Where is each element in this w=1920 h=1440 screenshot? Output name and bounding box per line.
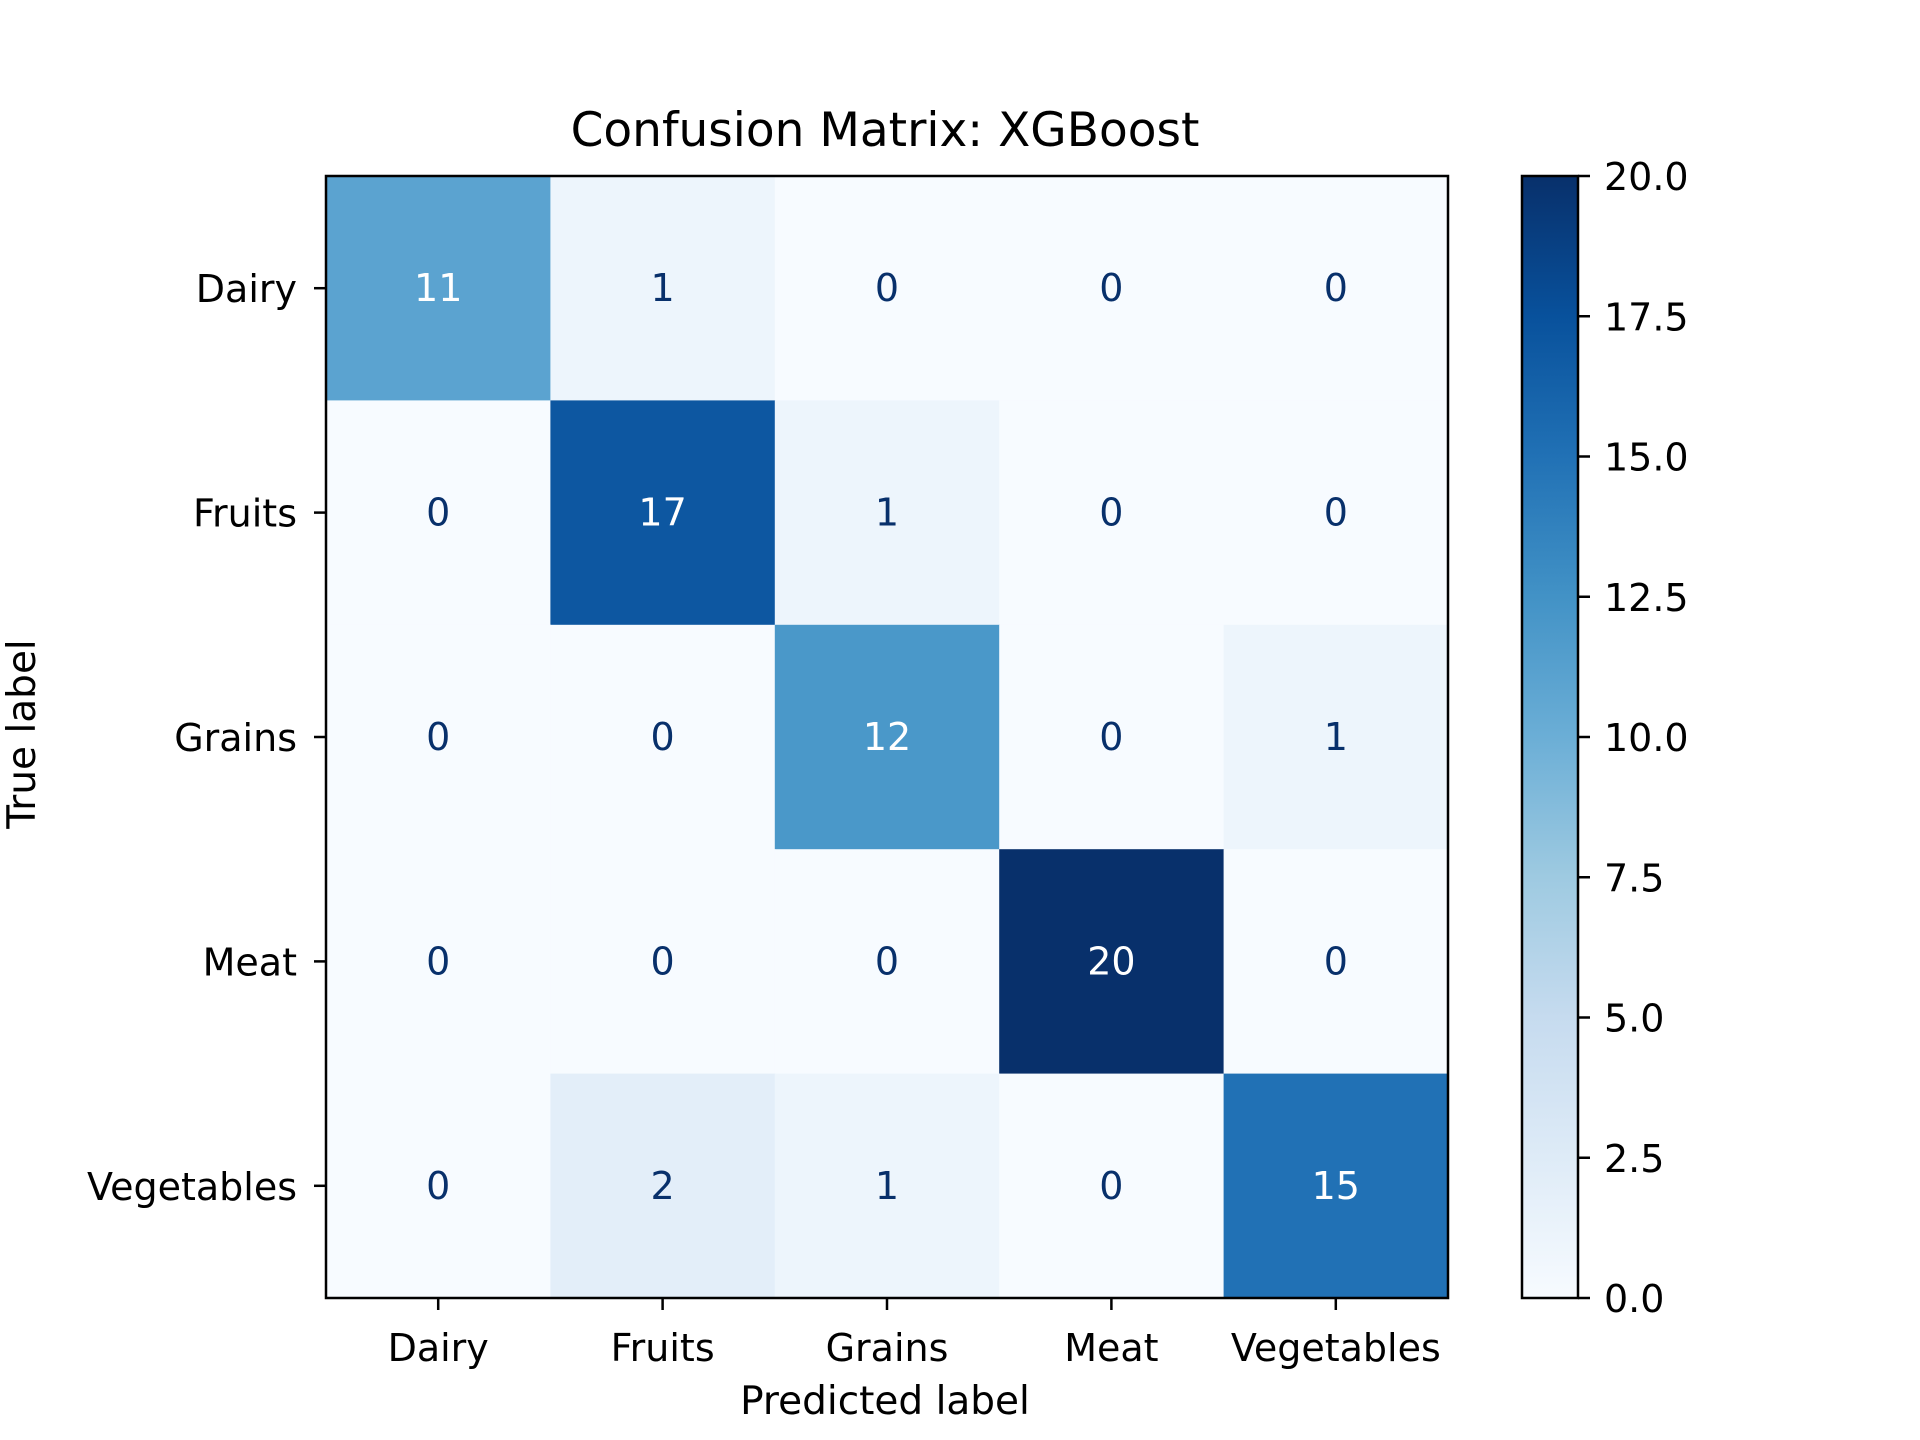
cell-value-label: 0 xyxy=(651,715,675,759)
heatmap-cell xyxy=(774,1073,1000,1299)
heatmap-cell xyxy=(326,400,551,626)
heatmap-cell xyxy=(550,176,776,401)
colorbar-tick-label: 7.5 xyxy=(1604,856,1664,900)
cell-value-label: 2 xyxy=(651,1164,675,1208)
heatmap-cell xyxy=(326,849,551,1075)
cell-value-label: 0 xyxy=(1099,491,1123,535)
colorbar-tick-label: 2.5 xyxy=(1604,1137,1664,1181)
heatmap-cell xyxy=(999,1073,1225,1299)
heatmap-cell xyxy=(550,1073,776,1299)
heatmap-cell xyxy=(774,400,1000,626)
cell-value-label: 0 xyxy=(426,715,450,759)
heatmap-cell xyxy=(774,176,1000,401)
cell-value-label: 17 xyxy=(638,491,686,535)
heatmap-cells xyxy=(326,176,1449,1299)
cell-value-label: 20 xyxy=(1087,939,1135,983)
y-tick-label: Meat xyxy=(203,940,297,984)
colorbar-tick-label: 12.5 xyxy=(1604,576,1689,620)
colorbar-ticks: 0.0 2.5 5.0 7.5 10.0 12.5 15.0 17.5 20.0 xyxy=(1578,155,1689,1321)
colorbar-tick-label: 5.0 xyxy=(1604,997,1664,1041)
colorbar-tick-label: 15.0 xyxy=(1604,436,1689,480)
heatmap-cell xyxy=(326,1073,551,1299)
x-tick-label: Dairy xyxy=(388,1326,489,1370)
heatmap-cell xyxy=(550,624,776,850)
cell-value-label: 1 xyxy=(875,1164,899,1208)
cell-value-label: 0 xyxy=(426,491,450,535)
heatmap-cell xyxy=(774,849,1000,1075)
cell-value-labels: 11 1 0 0 00 17 1 0 00 0 12 0 10 0 0 20 00 2 1 0 15 xyxy=(414,266,1360,1208)
colorbar-tick-label: 0.0 xyxy=(1604,1277,1664,1321)
cell-value-label: 0 xyxy=(1099,715,1123,759)
x-tick-label: Meat xyxy=(1064,1326,1158,1370)
colorbar-tick-label: 10.0 xyxy=(1604,716,1689,760)
cell-value-label: 0 xyxy=(1324,491,1348,535)
cell-value-label: 1 xyxy=(875,491,899,535)
cell-value-label: 0 xyxy=(651,939,675,983)
cell-value-label: 1 xyxy=(1324,715,1348,759)
y-axis-label: True label xyxy=(0,639,45,830)
x-axis-ticks: Dairy Fruits Grains Meat Vegetables xyxy=(388,1298,1441,1370)
cell-value-label: 0 xyxy=(875,266,899,310)
colorbar xyxy=(1522,176,1578,1298)
chart-title: Confusion Matrix: XGBoost xyxy=(571,103,1200,158)
y-tick-label: Dairy xyxy=(196,267,297,311)
colorbar-tick-label: 20.0 xyxy=(1604,155,1689,199)
heatmap-cell xyxy=(999,624,1225,850)
heatmap-cell xyxy=(1223,176,1449,401)
cell-value-label: 0 xyxy=(1099,1164,1123,1208)
heatmap-cell xyxy=(326,624,551,850)
heatmap-cell xyxy=(999,176,1225,401)
x-tick-label: Fruits xyxy=(611,1326,715,1370)
heatmap-cell xyxy=(999,849,1225,1075)
heatmap-cell xyxy=(550,849,776,1075)
cell-value-label: 0 xyxy=(426,1164,450,1208)
heatmap-cell xyxy=(1223,400,1449,626)
x-tick-label: Vegetables xyxy=(1231,1326,1441,1370)
y-tick-label: Fruits xyxy=(193,492,297,536)
cell-value-label: 1 xyxy=(651,266,675,310)
y-tick-label: Vegetables xyxy=(87,1165,297,1209)
cell-value-label: 0 xyxy=(1324,939,1348,983)
cell-value-label: 12 xyxy=(863,715,911,759)
y-axis-ticks: Dairy Fruits Grains Meat Vegetables xyxy=(87,267,326,1209)
cell-value-label: 0 xyxy=(426,939,450,983)
cell-value-label: 0 xyxy=(875,939,899,983)
heatmap-cell xyxy=(1223,624,1449,850)
x-axis-label: Predicted label xyxy=(740,1379,1030,1424)
heatmap-cell xyxy=(326,176,551,401)
heatmap-cell xyxy=(999,400,1225,626)
heatmap-cell xyxy=(1223,849,1449,1075)
cell-value-label: 0 xyxy=(1324,266,1348,310)
colorbar-tick-label: 17.5 xyxy=(1604,295,1689,339)
cell-value-label: 0 xyxy=(1099,266,1123,310)
cell-value-label: 15 xyxy=(1312,1164,1360,1208)
cell-value-label: 11 xyxy=(414,266,462,310)
y-tick-label: Grains xyxy=(174,716,297,760)
x-tick-label: Grains xyxy=(826,1326,949,1370)
heatmap-cell xyxy=(550,400,776,626)
heatmap-cell xyxy=(774,624,1000,850)
heatmap-cell xyxy=(1223,1073,1449,1299)
